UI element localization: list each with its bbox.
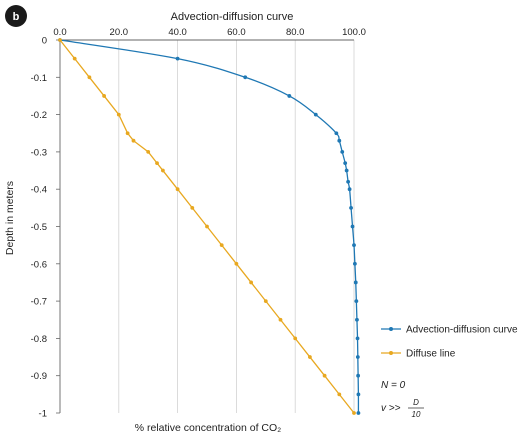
- data-point-diffuse-line: [293, 336, 298, 341]
- data-point-advection-diffusion-curve: [355, 355, 360, 359]
- legend-marker-diffuse-line: [389, 351, 393, 355]
- axes: [56, 39, 354, 414]
- data-point-advection-diffusion-curve: [343, 161, 348, 165]
- data-point-diffuse-line: [322, 373, 327, 378]
- data-point-diffuse-line: [146, 150, 151, 154]
- legend-label-advection-diffusion-curve: Advection-diffusion curve: [406, 325, 518, 336]
- legend-item-advection-diffusion-curve: Advection-diffusion curve: [381, 325, 518, 336]
- x-tick-label: 40.0: [168, 27, 187, 38]
- data-point-advection-diffusion-curve: [340, 150, 345, 154]
- y-tick-label: 0: [42, 36, 47, 47]
- y-tick-label: -0.1: [31, 73, 47, 84]
- data-point-advection-diffusion-curve: [344, 168, 349, 173]
- series-diffuse-line: [58, 38, 356, 415]
- data-point-diffuse-line: [205, 224, 209, 229]
- data-point-advection-diffusion-curve: [334, 131, 339, 136]
- data-point-advection-diffusion-curve: [287, 94, 292, 98]
- data-point-diffuse-line: [337, 392, 342, 397]
- data-point-diffuse-line: [278, 317, 283, 322]
- panel-badge-label: b: [13, 11, 20, 23]
- y-tick-labels: 0 -0.1 -0.2 -0.3 -0.4 -0.5 -0.6 -0.7 -0.8 -0.9 -1: [31, 36, 47, 420]
- data-point-advection-diffusion-curve: [350, 224, 355, 229]
- data-point-diffuse-line: [219, 243, 224, 248]
- x-axis-label: % relative concentration of CO₂: [135, 422, 281, 434]
- data-point-advection-diffusion-curve: [313, 112, 318, 117]
- x-tick-label: 0.0: [53, 27, 66, 38]
- data-point-advection-diffusion-curve: [356, 373, 361, 378]
- data-point-diffuse-line: [234, 261, 239, 266]
- note-fraction-denominator: 10: [412, 410, 421, 419]
- data-point-diffuse-line: [72, 56, 77, 61]
- data-point-diffuse-line: [190, 205, 195, 210]
- y-tick-label: -0.2: [31, 110, 47, 121]
- data-point-advection-diffusion-curve: [356, 392, 361, 397]
- data-point-diffuse-line: [102, 94, 106, 98]
- data-point-advection-diffusion-curve: [352, 243, 356, 248]
- y-tick-label: -1: [39, 409, 47, 420]
- data-point-diffuse-line: [87, 75, 92, 80]
- x-tick-labels: 0.0 20.0 40.0 60.0 80.0 100.0: [53, 27, 366, 38]
- y-tick-label: -0.7: [31, 297, 47, 308]
- panel-badge-circle: [5, 5, 27, 27]
- x-tick-label: 60.0: [227, 27, 246, 38]
- x-tick-label: 100.0: [342, 27, 366, 38]
- data-point-diffuse-line: [125, 131, 130, 136]
- x-tick-label: 20.0: [110, 27, 129, 38]
- data-point-advection-diffusion-curve: [349, 205, 353, 210]
- data-point-diffuse-line: [116, 112, 121, 117]
- data-point-advection-diffusion-curve: [175, 56, 180, 61]
- legend-marker-advection-diffusion-curve: [389, 327, 393, 331]
- data-point-advection-diffusion-curve: [347, 187, 352, 192]
- data-point-diffuse-line: [161, 168, 165, 173]
- annotation: N = 0 v >> D 10: [381, 380, 424, 419]
- note-fraction-numerator: D: [413, 398, 419, 407]
- data-point-diffuse-line: [155, 161, 159, 165]
- data-point-diffuse-line: [249, 280, 254, 285]
- data-point-advection-diffusion-curve: [356, 411, 361, 415]
- series-layer: [58, 38, 361, 415]
- data-point-diffuse-line: [308, 355, 312, 359]
- y-tick-label: -0.8: [31, 334, 47, 345]
- chart-title: Advection-diffusion curve: [171, 11, 294, 23]
- data-point-diffuse-line: [263, 299, 268, 303]
- legend-item-diffuse-line: Diffuse line: [381, 349, 456, 360]
- note-line-1: N = 0: [381, 380, 406, 391]
- data-point-diffuse-line: [352, 411, 356, 415]
- data-point-advection-diffusion-curve: [243, 75, 248, 80]
- x-tick-label: 80.0: [286, 27, 305, 38]
- data-point-diffuse-line: [131, 138, 136, 143]
- legend: Advection-diffusion curve Diffuse line: [381, 325, 518, 360]
- data-point-diffuse-line: [175, 187, 180, 192]
- data-point-diffuse-line: [58, 38, 62, 42]
- y-tick-label: -0.9: [31, 371, 47, 382]
- data-point-advection-diffusion-curve: [354, 299, 359, 303]
- y-tick-label: -0.3: [31, 147, 47, 158]
- panel-badge: b: [5, 5, 27, 27]
- data-point-advection-diffusion-curve: [352, 261, 357, 266]
- y-axis-label: Depth in meters: [4, 181, 16, 255]
- data-point-advection-diffusion-curve: [353, 280, 358, 285]
- data-point-advection-diffusion-curve: [355, 336, 360, 341]
- data-point-advection-diffusion-curve: [337, 138, 342, 143]
- y-tick-label: -0.5: [31, 222, 47, 233]
- note-line-2: v >>: [381, 403, 401, 414]
- series-advection-diffusion-curve: [58, 38, 361, 415]
- y-tick-label: -0.4: [31, 185, 47, 196]
- data-point-advection-diffusion-curve: [355, 317, 359, 322]
- y-tick-label: -0.6: [31, 259, 47, 270]
- data-point-advection-diffusion-curve: [346, 179, 351, 184]
- gridlines: [118, 40, 355, 413]
- legend-label-diffuse-line: Diffuse line: [406, 349, 456, 360]
